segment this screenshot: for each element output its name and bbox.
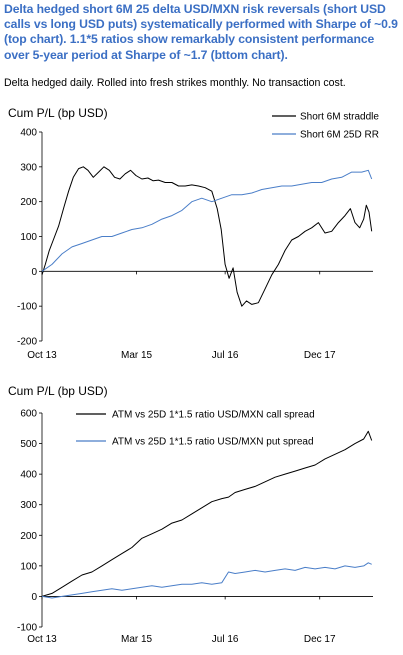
chart2-series-line-2 — [41, 562, 372, 599]
chart2-y-tick-label: 300 — [20, 500, 37, 511]
chart2-ylabel: Cum P/L (bp USD) — [8, 384, 108, 398]
chart2-x-tick-label: Oct 13 — [27, 634, 57, 645]
chart2-y-tick-label: -100 — [17, 623, 37, 634]
chart1-y-tick-label: 100 — [20, 232, 37, 243]
chart2-y-tick-label: 200 — [20, 531, 37, 542]
chart1-y-tick-label: 300 — [20, 162, 37, 173]
headline: Delta hedged short 6M 25 delta USD/MXN r… — [4, 2, 398, 62]
chart1-x-tick-label: Jul 16 — [212, 350, 239, 361]
chart1-x-tick-label: Mar 15 — [121, 350, 153, 361]
chart2-x-tick-label: Jul 16 — [212, 634, 239, 645]
methodology-note: Delta hedged daily. Rolled into fresh st… — [4, 77, 346, 89]
chart2-y-tick-label: 600 — [20, 409, 37, 420]
chart2-y-tick-label: 100 — [20, 561, 37, 572]
chart1-series-line-2 — [41, 169, 373, 272]
chart2-legend-label-2: ATM vs 25D 1*1.5 ratio USD/MXN put sprea… — [112, 437, 314, 448]
chart2-x-tick-label: Dec 17 — [304, 634, 336, 645]
chart2-series-line-1 — [41, 430, 373, 597]
chart2-x-tick-label: Mar 15 — [121, 634, 153, 645]
chart1-x-tick-label: Dec 17 — [304, 350, 336, 361]
chart2-legend-label-1: ATM vs 25D 1*1.5 ratio USD/MXN call spre… — [112, 410, 315, 421]
chart2-y-tick-label: 0 — [31, 592, 37, 603]
chart1-legend-label-2: Short 6M 25D RR — [300, 130, 379, 141]
chart1-y-tick-label: 200 — [20, 197, 37, 208]
chart1-y-tick-label: 0 — [31, 267, 37, 278]
chart1-y-tick-label: -200 — [17, 337, 37, 348]
chart2-y-tick-label: 500 — [20, 439, 37, 450]
chart1-series-line-1 — [41, 166, 373, 307]
chart1-x-tick-label: Oct 13 — [27, 350, 57, 361]
chart1-ylabel: Cum P/L (bp USD) — [8, 106, 108, 120]
chart1-y-tick-label: -100 — [17, 302, 37, 313]
chart1-legend-label-1: Short 6M straddle — [300, 112, 379, 123]
chart2-y-tick-label: 400 — [20, 470, 37, 481]
chart1-y-tick-label: 400 — [20, 128, 37, 139]
